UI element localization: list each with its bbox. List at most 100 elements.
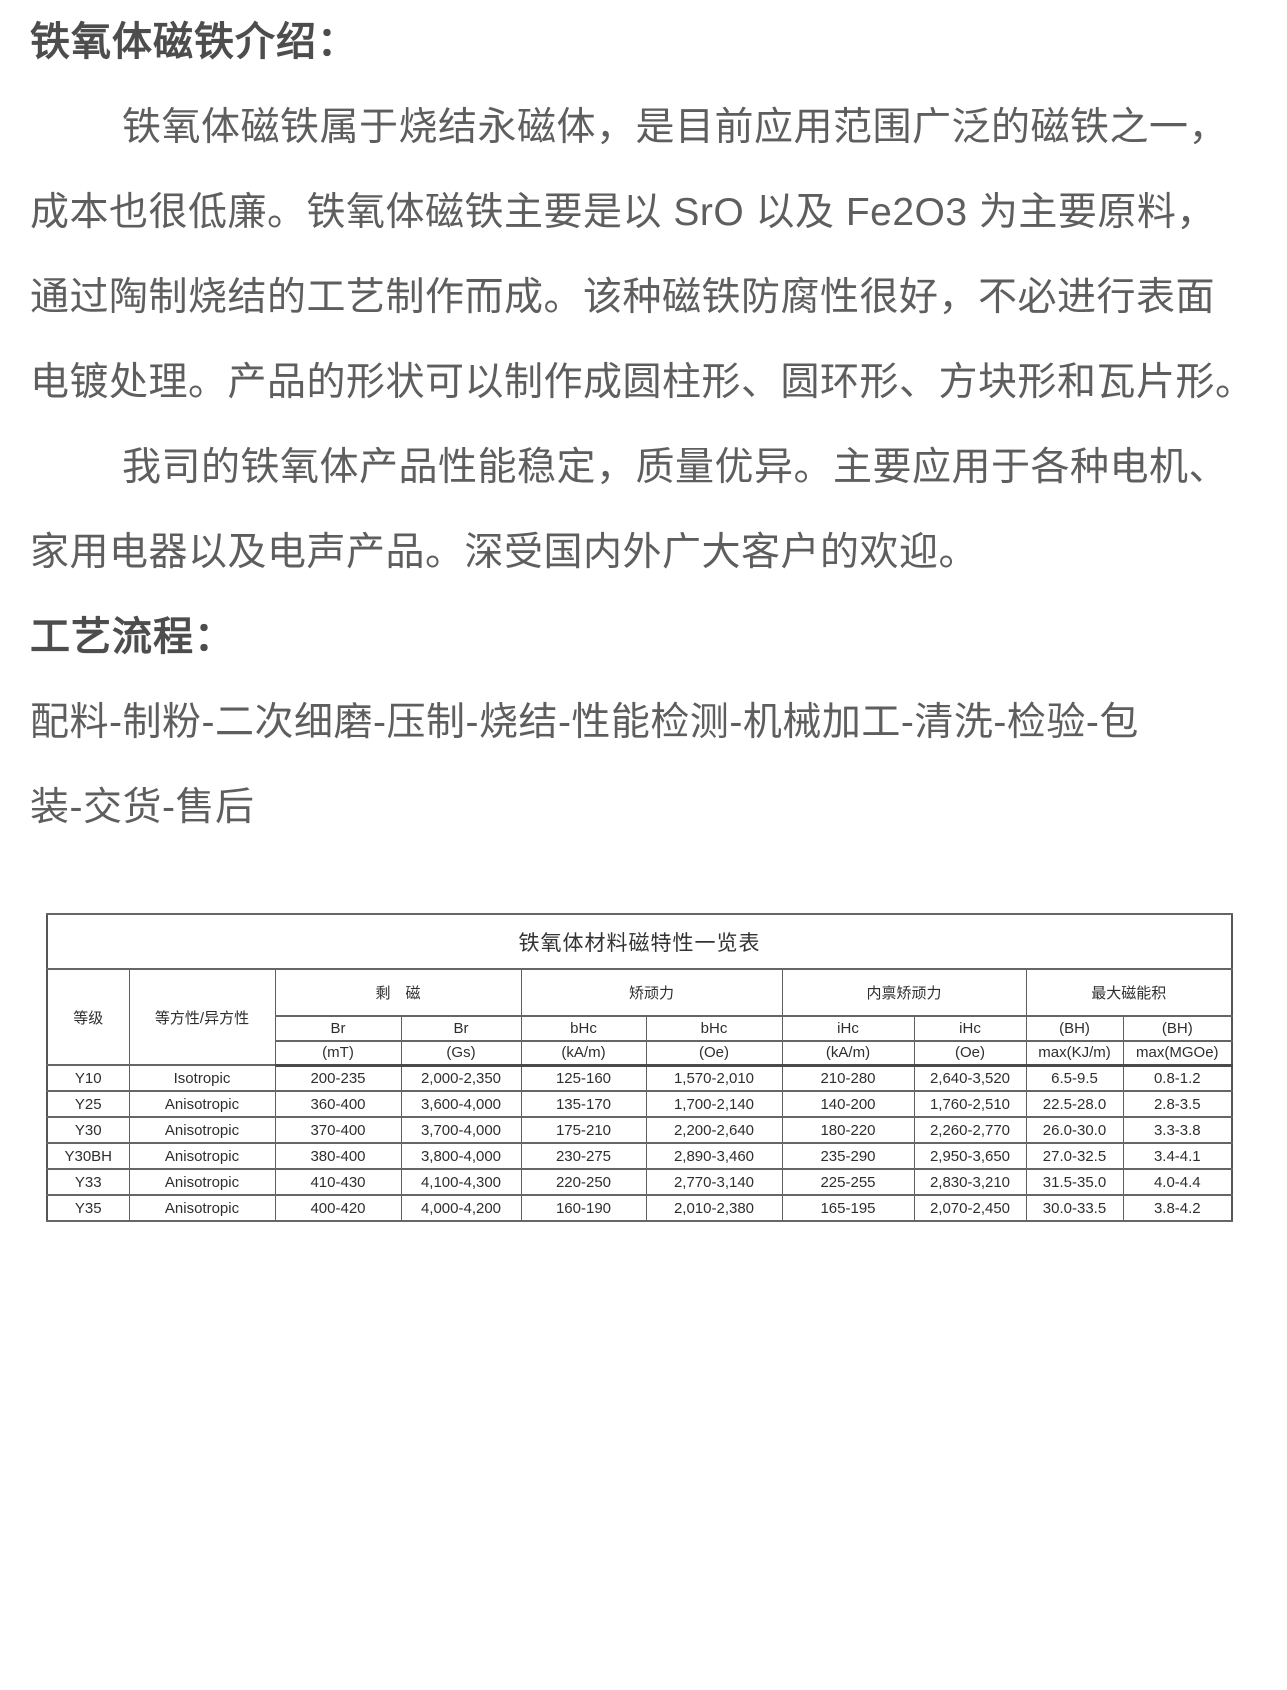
table-row: Y30 Anisotropic 370-400 3,700-4,000 175-210 2… [46,1116,1233,1144]
table-cell: Y35 [46,1194,130,1222]
table-cell: 30.0-33.5 [1025,1194,1124,1222]
process-flow: 配料-制粉-二次细磨-压制-烧结-性能检测-机械加工-清洗-检验-包 装-交货-售… [30,680,1247,850]
table-cell: Anisotropic [128,1142,276,1170]
table-cell: 2,260-2,770 [913,1116,1027,1144]
table-cell: 230-275 [520,1142,647,1170]
table-cell: 2,010-2,380 [645,1194,783,1222]
table-cell: 4,000-4,200 [400,1194,522,1222]
symbol-header: Br [400,1015,522,1042]
table-row: Y30BH Anisotropic 380-400 3,800-4,000 230-27… [46,1142,1233,1170]
paragraph-line: 我司的铁氧体产品性能稳定，质量优异。主要应用于各种电机、 [122,446,1229,489]
table-cell: 370-400 [274,1116,402,1144]
table-cell: 140-200 [781,1090,915,1118]
table-unit-row: (mT) (Gs) (kA/m) (Oe) (kA/m) (Oe) max(KJ… [47,1040,1233,1067]
group-header-max-energy-product: 最大磁能积 [1025,968,1233,1017]
table-cell: 360-400 [274,1090,402,1118]
symbol-header: (BH) [1122,1015,1233,1042]
table-cell: 1,570-2,010 [645,1064,783,1092]
table-cell: Anisotropic [128,1090,276,1118]
paragraph-line: 通过陶制烧结的工艺制作而成。该种磁铁防腐性很好，不必进行表面 [30,276,1216,319]
table-cell: 3.4-4.1 [1122,1142,1233,1170]
symbol-header: bHc [645,1015,783,1042]
grade-header: 等级 [46,968,130,1066]
table-cell: 175-210 [520,1116,647,1144]
process-line: 装-交货-售后 [30,786,255,829]
table-cell: 3,700-4,000 [400,1116,522,1144]
table-cell: 135-170 [520,1090,647,1118]
table-row: Y35 Anisotropic 400-420 4,000-4,200 160-190 2… [46,1194,1233,1222]
table-cell: 220-250 [520,1168,647,1196]
document-page: 铁氧体磁铁介绍： 铁氧体磁铁属于烧结永磁体，是目前应用范围广泛的磁铁之一， 成本也… [30,20,1255,1222]
symbol-header: iHc [781,1015,915,1042]
table-cell: 160-190 [520,1194,647,1222]
table-cell: 235-290 [781,1142,915,1170]
table-cell: 26.0-30.0 [1025,1116,1124,1144]
symbol-header: Br [274,1015,402,1042]
table-cell: 165-195 [781,1194,915,1222]
table-cell: 2,200-2,640 [645,1116,783,1144]
table-cell: 22.5-28.0 [1025,1090,1124,1118]
table-cell: 0.8-1.2 [1122,1064,1233,1092]
table-cell: 200-235 [274,1064,402,1092]
table-cell: 2,000-2,350 [400,1064,522,1092]
table-cell: Anisotropic [128,1116,276,1144]
table-group-header-row: 等级 等方性/异方性 剩 磁 矫顽力 内禀矫顽力 最大磁能积 [46,968,1233,1066]
process-heading: 工艺流程： [30,615,235,659]
group-header-remanence: 剩 磁 [274,968,522,1017]
table-row: Y33 Anisotropic 410-430 4,100-4,300 220-250 2… [46,1168,1233,1196]
table-title-row: 铁氧体材料磁特性一览表 [46,913,1233,970]
unit-header: (kA/m) [520,1040,647,1067]
table-cell: 4,100-4,300 [400,1168,522,1196]
group-header-coercivity: 矫顽力 [520,968,783,1017]
isotropy-header: 等方性/异方性 [128,968,276,1066]
table-cell: 2,830-3,210 [913,1168,1027,1196]
table-cell: Y25 [46,1090,130,1118]
table-cell: 3,600-4,000 [400,1090,522,1118]
table-cell: Y30 [46,1116,130,1144]
unit-header: (mT) [274,1040,402,1067]
properties-table: 铁氧体材料磁特性一览表 等级 等方性/异方性 剩 磁 矫顽力 内禀矫顽力 最大磁… [46,913,1234,1222]
table-cell: Y30BH [46,1142,130,1170]
table-cell: Anisotropic [128,1194,276,1222]
table-cell: 4.0-4.4 [1122,1168,1233,1196]
group-header-intrinsic-coercivity: 内禀矫顽力 [781,968,1027,1017]
symbol-header: bHc [520,1015,647,1042]
unit-header: (Oe) [913,1040,1027,1067]
unit-header: (Gs) [400,1040,522,1067]
properties-table-wrapper: 铁氧体材料磁特性一览表 等级 等方性/异方性 剩 磁 矫顽力 内禀矫顽力 最大磁… [46,913,1247,1222]
unit-header: max(KJ/m) [1025,1040,1124,1067]
table-cell: 3,800-4,000 [400,1142,522,1170]
paragraph-line: 铁氧体磁铁属于烧结永磁体，是目前应用范围广泛的磁铁之一， [122,106,1229,149]
table-row: Y10 Isotropic 200-235 2,000-2,350 125-160 1,5… [46,1064,1233,1092]
table-cell: 125-160 [520,1064,647,1092]
table-cell: Y33 [46,1168,130,1196]
table-cell: 400-420 [274,1194,402,1222]
table-cell: Anisotropic [128,1168,276,1196]
table-cell: 27.0-32.5 [1025,1142,1124,1170]
table-cell: 210-280 [781,1064,915,1092]
intro-heading: 铁氧体磁铁介绍： [30,20,358,64]
unit-header: (kA/m) [781,1040,915,1067]
table-cell: 6.5-9.5 [1025,1064,1124,1092]
table-cell: 2,770-3,140 [645,1168,783,1196]
table-title: 铁氧体材料磁特性一览表 [46,913,1233,970]
table-cell: 2,890-3,460 [645,1142,783,1170]
paragraph-line: 成本也很低廉。铁氧体磁铁主要是以 SrO 以及 Fe2O3 为主要原料， [30,191,1216,234]
paragraph-line: 电镀处理。产品的形状可以制作成圆柱形、圆环形、方块形和瓦片形。 [30,361,1255,404]
table-cell: 180-220 [781,1116,915,1144]
table-cell: 2,640-3,520 [913,1064,1027,1092]
process-line: 配料-制粉-二次细磨-压制-烧结-性能检测-机械加工-清洗-检验-包 [30,701,1139,744]
table-cell: 3.3-3.8 [1122,1116,1233,1144]
paragraph-line: 家用电器以及电声产品。深受国内外广大客户的欢迎。 [30,531,979,574]
unit-header: max(MGOe) [1122,1040,1233,1067]
table-cell: 2.8-3.5 [1122,1090,1233,1118]
table-symbol-row: Br Br bHc bHc iHc iHc (BH) (BH) [47,1015,1233,1042]
table-cell: 31.5-35.0 [1025,1168,1124,1196]
symbol-header: (BH) [1025,1015,1124,1042]
table-cell: 1,760-2,510 [913,1090,1027,1118]
table-row: Y25 Anisotropic 360-400 3,600-4,000 135-170 1… [46,1090,1233,1118]
table-cell: 380-400 [274,1142,402,1170]
table-cell: 1,700-2,140 [645,1090,783,1118]
table-cell: 2,950-3,650 [913,1142,1027,1170]
intro-paragraphs: 铁氧体磁铁属于烧结永磁体，是目前应用范围广泛的磁铁之一， 成本也很低廉。铁氧体磁铁… [30,85,1255,595]
